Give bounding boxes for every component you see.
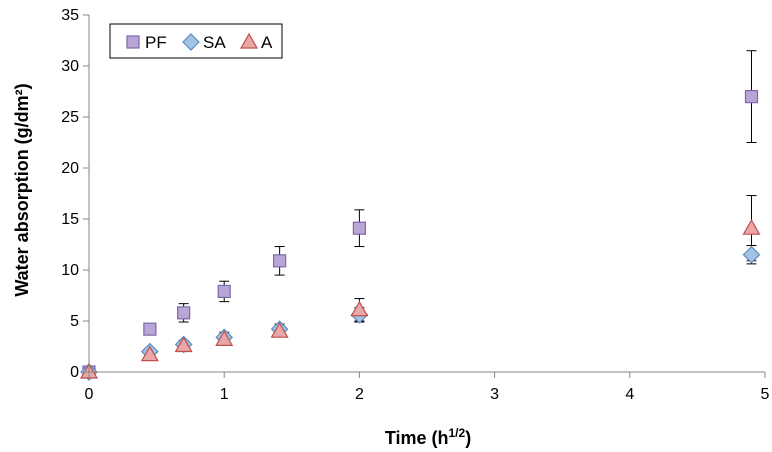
point-sa [742,245,761,264]
y-tick-label: 25 [61,109,79,126]
point-pf [352,221,366,235]
legend: PF SA A [109,23,283,59]
y-axis-title: Water absorption (g/dm²) [12,83,32,296]
point-a [140,345,159,362]
x-axis-title: Time (h1/2) [385,426,471,448]
x-axis-title-superscript: 1/2 [449,426,466,440]
x-tick-label: 0 [85,386,94,403]
x-tick-label: 4 [625,386,634,403]
x-tick-label: 3 [490,386,499,403]
y-tick-label: 10 [61,262,79,279]
y-tick-label: 15 [61,211,79,228]
legend-marker-pf [126,35,140,49]
x-tick-label: 2 [355,386,364,403]
legend-marker-a [239,32,259,49]
point-pf [177,306,191,320]
legend-marker-sa [182,33,200,51]
data-markers [79,89,761,381]
y-tick-label: 5 [70,313,79,330]
y-tick-label: 20 [61,160,79,177]
y-tick-label: 35 [61,7,79,24]
x-axis-title-end: ) [465,428,471,448]
point-pf [273,254,287,268]
x-axis-title-main: Time (h [385,428,449,448]
y-tick-label: 30 [61,58,79,75]
point-a [215,330,234,346]
x-tick-label: 5 [761,386,770,403]
point-a [350,300,369,317]
point-a [742,218,761,235]
legend-label-a: A [261,33,273,52]
point-pf [143,322,157,336]
point-pf [744,89,759,104]
legend-label-pf: PF [145,33,167,52]
point-a [270,321,289,338]
point-pf [217,284,231,299]
legend-label-sa: SA [203,33,226,52]
axes: 0 5 10 15 20 25 30 35 0 1 2 3 4 5 [61,7,769,403]
error-bars [144,50,757,359]
y-tick-label: 0 [70,364,79,381]
x-tick-label: 1 [220,386,229,403]
point-a [174,336,193,353]
